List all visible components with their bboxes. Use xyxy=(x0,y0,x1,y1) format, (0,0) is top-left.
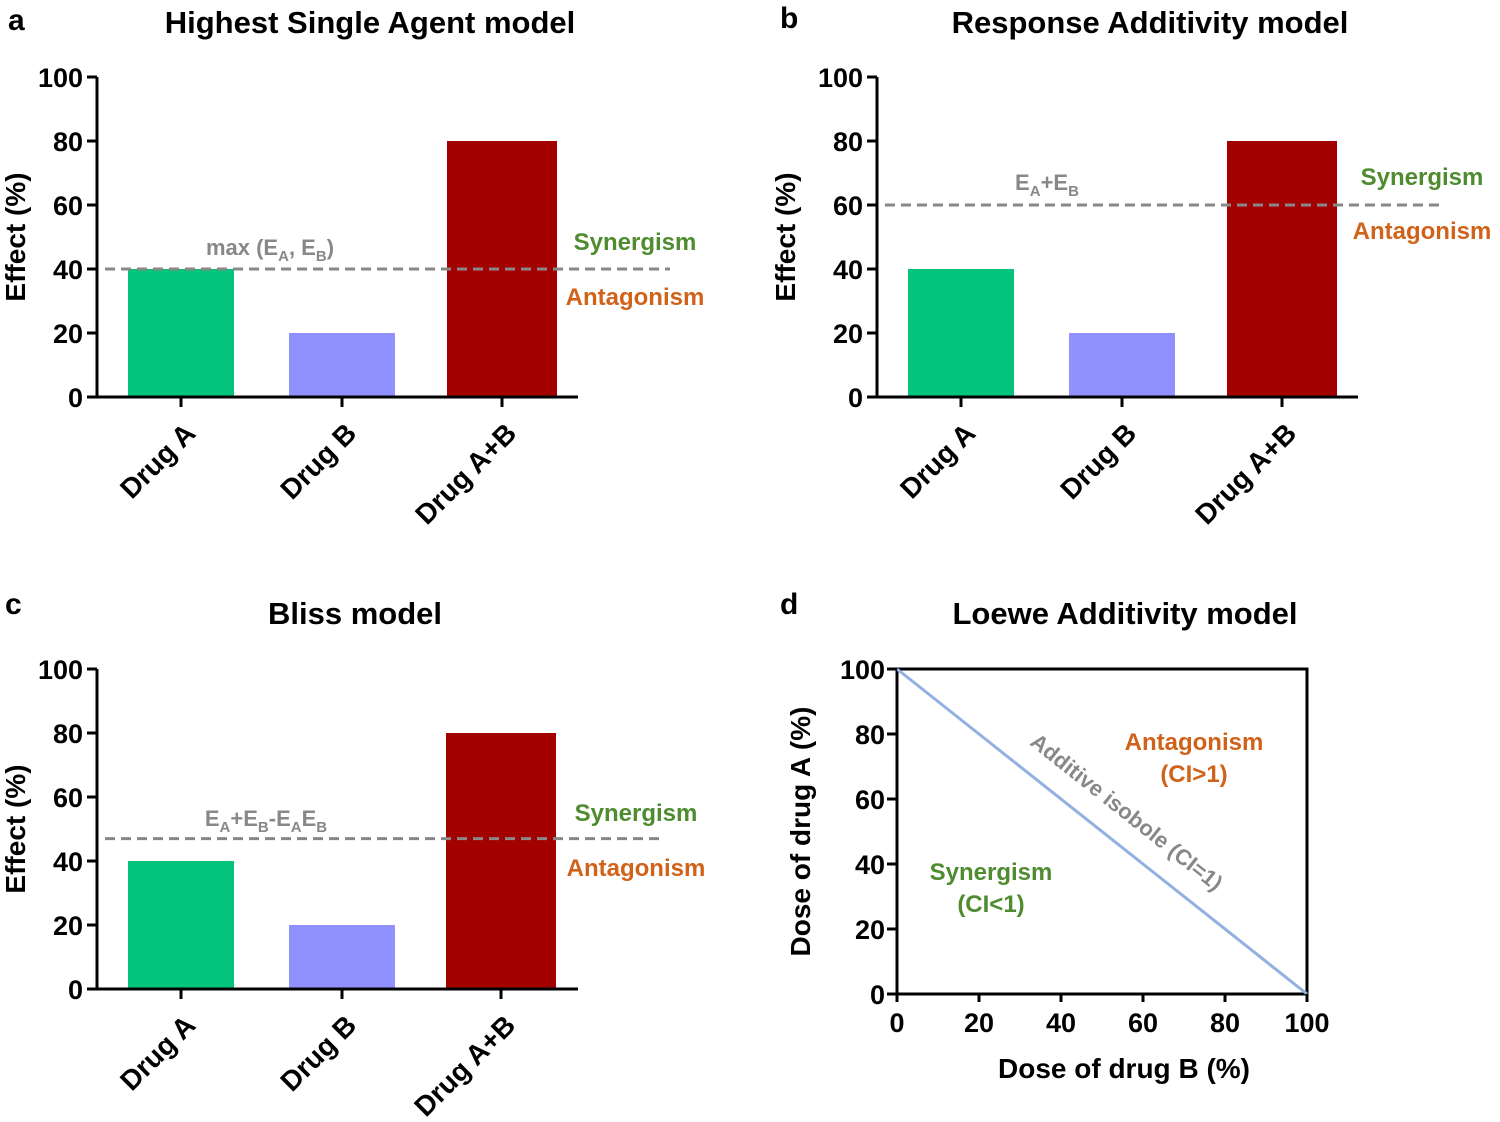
y-tick-label: 40 xyxy=(855,850,885,880)
bar-drug-b xyxy=(289,925,395,989)
bar-drug-a xyxy=(908,269,1014,397)
y-tick-label: 80 xyxy=(833,127,863,157)
synergism-label: Synergism xyxy=(930,859,1053,886)
category-label: Drug A+B xyxy=(408,1009,521,1122)
antagonism-label: Antagonism xyxy=(567,855,706,882)
y-tick-label: 20 xyxy=(53,911,83,941)
bar-drug-a xyxy=(128,861,234,989)
synergism-label: Synergism xyxy=(575,800,698,827)
panel-label: c xyxy=(5,588,22,621)
x-tick-label: 0 xyxy=(889,1008,904,1038)
antagonism-label: Antagonism xyxy=(1125,729,1264,756)
category-label: Drug A+B xyxy=(409,417,522,530)
x-tick-label: 100 xyxy=(1284,1008,1329,1038)
y-tick-label: 60 xyxy=(855,785,885,815)
y-tick-label: 60 xyxy=(833,191,863,221)
y-tick-label: 0 xyxy=(870,980,885,1010)
chart-title: Loewe Additivity model xyxy=(952,596,1297,631)
y-tick-label: 80 xyxy=(855,720,885,750)
chart-title: Highest Single Agent model xyxy=(165,5,576,40)
y-tick-label: 60 xyxy=(53,783,83,813)
synergism-label: Synergism xyxy=(1361,164,1484,191)
panel-c: c Bliss model 0 20 40 60 80 100 Drug A Drug B Drug… xyxy=(0,588,705,1122)
chart-title: Bliss model xyxy=(268,596,442,631)
y-tick-label: 0 xyxy=(68,975,83,1005)
antagonism-label: Antagonism xyxy=(1353,218,1492,245)
y-axis-label: Effect (%) xyxy=(0,172,31,301)
category-label: Drug A+B xyxy=(1189,417,1302,530)
x-axis-label: Dose of drug B (%) xyxy=(998,1053,1250,1084)
y-tick-label: 100 xyxy=(38,655,83,685)
y-tick-label: 60 xyxy=(53,191,83,221)
y-tick-label: 80 xyxy=(53,719,83,749)
reference-label: EA+EB-EAEB xyxy=(205,806,327,836)
y-axis-label: Dose of drug A (%) xyxy=(785,707,816,957)
category-label: Drug A xyxy=(114,417,201,504)
x-tick-label: 80 xyxy=(1210,1008,1240,1038)
panel-label: a xyxy=(8,4,25,37)
y-tick-label: 20 xyxy=(53,319,83,349)
y-axis-label: Effect (%) xyxy=(770,172,801,301)
x-tick-label: 40 xyxy=(1046,1008,1076,1038)
antagonism-label: Antagonism xyxy=(566,284,705,311)
bar-drug-ab xyxy=(446,733,556,989)
y-tick-label: 80 xyxy=(53,127,83,157)
category-label: Drug A xyxy=(894,417,981,504)
reference-label: EA+EB xyxy=(1015,170,1079,200)
category-label: Drug B xyxy=(274,417,362,505)
y-tick-label: 100 xyxy=(818,63,863,93)
y-tick-label: 20 xyxy=(833,319,863,349)
bar-drug-ab xyxy=(1227,141,1337,397)
isobole-line xyxy=(896,667,1308,996)
bar-drug-b xyxy=(289,333,395,397)
category-label: Drug B xyxy=(274,1009,362,1097)
y-tick-label: 0 xyxy=(68,383,83,413)
category-label: Drug B xyxy=(1054,417,1142,505)
bar-drug-b xyxy=(1069,333,1175,397)
y-axis-label: Effect (%) xyxy=(0,764,31,893)
y-tick-label: 40 xyxy=(53,255,83,285)
y-tick-label: 100 xyxy=(840,655,885,685)
plot-frame xyxy=(895,667,1309,996)
category-label: Drug A xyxy=(114,1009,201,1096)
panel-label: d xyxy=(780,588,798,621)
synergism-label: Synergism xyxy=(574,229,697,256)
panel-d: d Loewe Additivity model 0 20 40 60 80 100 0 20 40… xyxy=(780,588,1330,1084)
y-tick-label: 20 xyxy=(855,915,885,945)
x-tick-label: 20 xyxy=(964,1008,994,1038)
panel-label: b xyxy=(780,2,798,35)
antagonism-ci-label: (CI>1) xyxy=(1160,761,1227,788)
bar-drug-a xyxy=(128,269,234,397)
panel-a: a Highest Single Agent model 0 20 40 60 80 100 D… xyxy=(0,4,704,530)
x-tick-label: 60 xyxy=(1128,1008,1158,1038)
y-tick-label: 40 xyxy=(53,847,83,877)
y-tick-label: 40 xyxy=(833,255,863,285)
reference-label: max (EA, EB) xyxy=(206,235,334,265)
chart-title: Response Additivity model xyxy=(952,5,1349,40)
y-tick-label: 0 xyxy=(848,383,863,413)
synergism-ci-label: (CI<1) xyxy=(957,891,1024,918)
y-tick-label: 100 xyxy=(38,63,83,93)
panel-b: b Response Additivity model 0 20 40 60 80 100 Dr… xyxy=(770,2,1491,530)
